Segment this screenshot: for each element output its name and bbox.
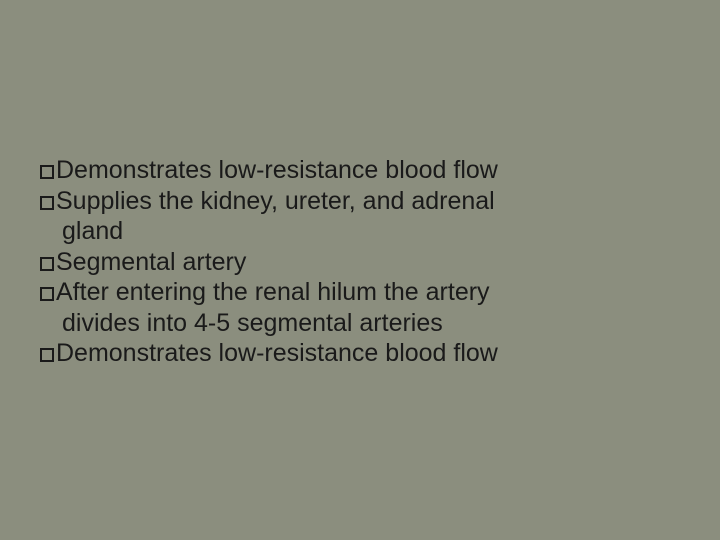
square-bullet-icon: [40, 257, 54, 271]
bullet-item: Demonstrates low-resistance blood flow: [40, 338, 640, 369]
square-bullet-icon: [40, 348, 54, 362]
bullet-text: Segmental artery: [56, 248, 246, 276]
bullet-item: Supplies the kidney, ureter, and adrenal: [40, 186, 640, 217]
bullet-text-continuation: divides into 4-5 segmental arteries: [62, 308, 640, 339]
slide: Demonstrates low-resistance blood flow S…: [0, 0, 720, 540]
bullet-item: After entering the renal hilum the arter…: [40, 277, 640, 308]
content-area: Demonstrates low-resistance blood flow S…: [40, 155, 640, 369]
square-bullet-icon: [40, 287, 54, 301]
bullet-text: Demonstrates low-resistance blood flow: [56, 156, 498, 184]
square-bullet-icon: [40, 196, 54, 210]
bullet-text: Demonstrates low-resistance blood flow: [56, 339, 498, 367]
bullet-item: Segmental artery: [40, 247, 640, 278]
bullet-text-continuation: gland: [62, 216, 640, 247]
bullet-item: Demonstrates low-resistance blood flow: [40, 155, 640, 186]
square-bullet-icon: [40, 165, 54, 179]
bullet-text: After entering the renal hilum the arter…: [56, 278, 490, 306]
bullet-text: Supplies the kidney, ureter, and adrenal: [56, 187, 495, 215]
